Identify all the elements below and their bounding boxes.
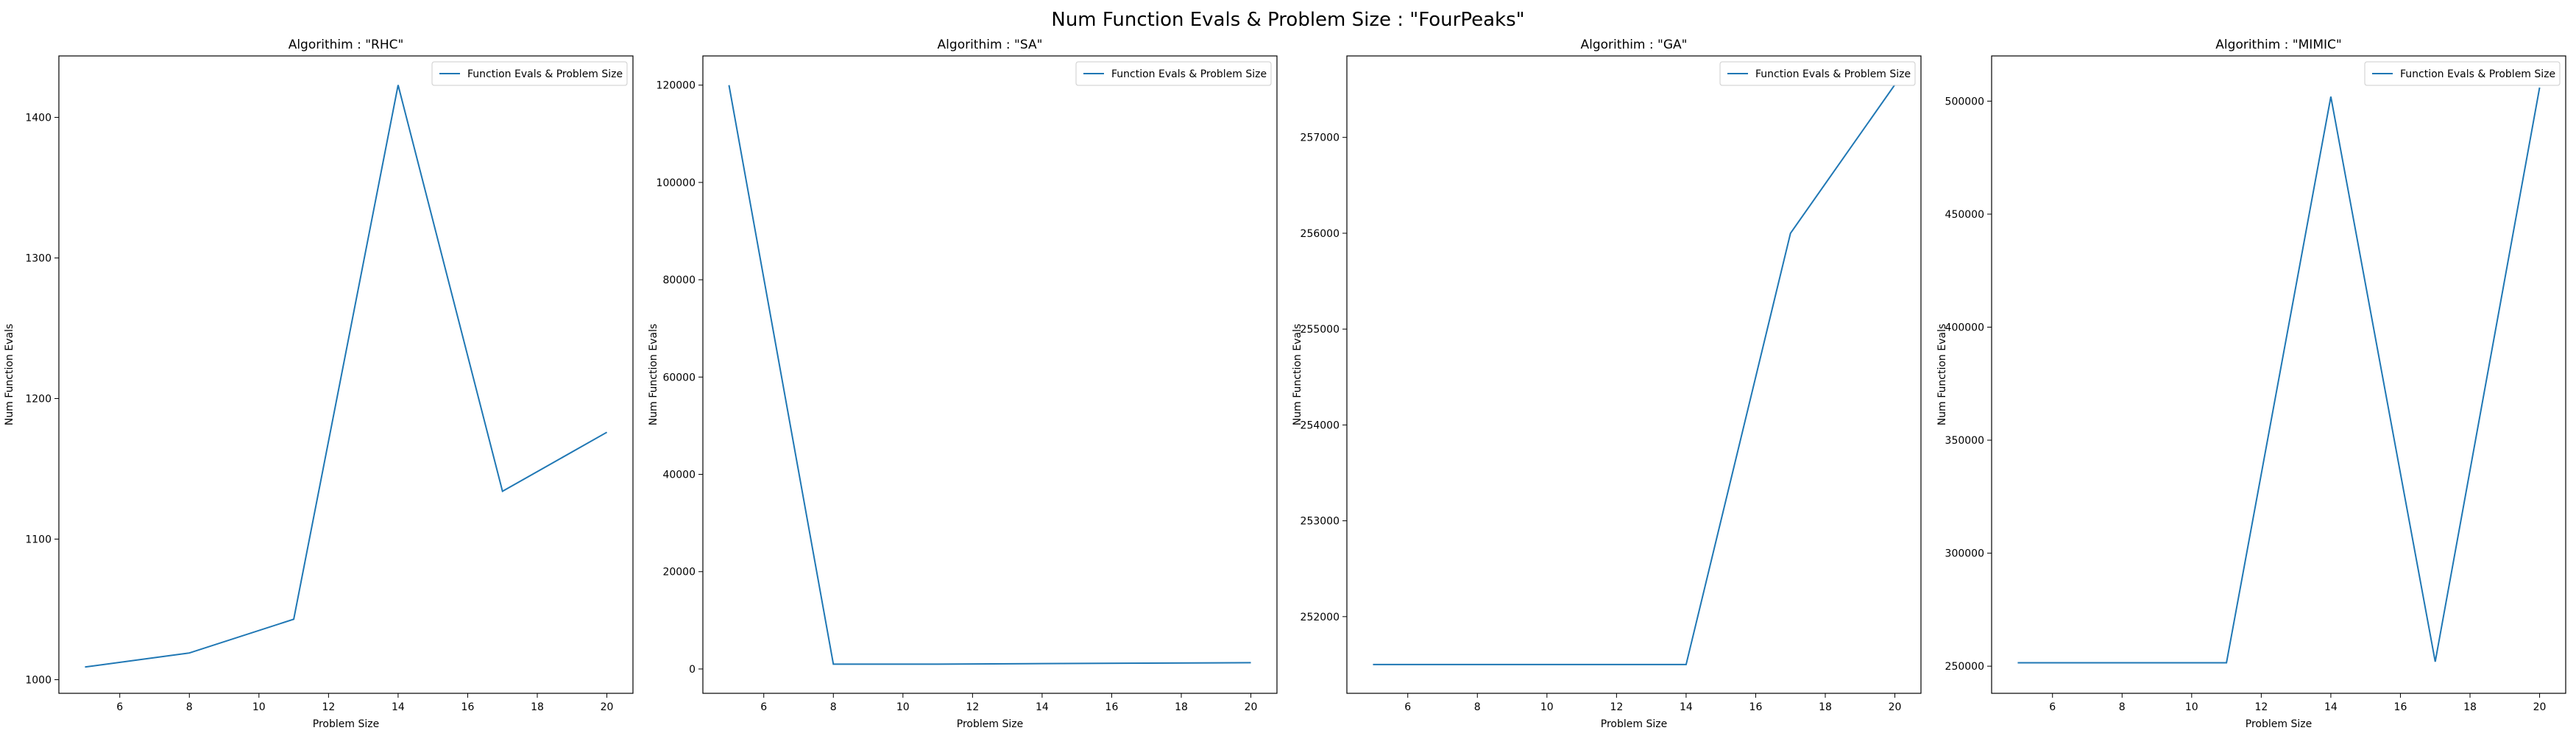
subplot-title: Algorithim : "RHC": [289, 38, 404, 52]
y-tick-label: 300000: [1945, 548, 1984, 560]
y-tick-label: 252000: [1301, 612, 1340, 623]
x-tick-label: 16: [2394, 701, 2407, 713]
y-tick-label: 1300: [25, 252, 52, 264]
x-tick-label: 14: [2324, 701, 2338, 713]
y-axis-label: Num Function Evals: [648, 324, 659, 425]
legend-box: [2364, 61, 2561, 86]
legend-label: Function Evals & Problem Size: [2400, 68, 2555, 80]
x-tick-label: 8: [2119, 701, 2126, 713]
figure-title: Num Function Evals & Problem Size : "Fou…: [1051, 9, 1525, 31]
y-tick-label: 60000: [662, 372, 696, 383]
legend-label: Function Evals & Problem Size: [467, 68, 623, 80]
legend: Function Evals & Problem Size: [1719, 61, 1916, 86]
x-axis-label: Problem Size: [313, 718, 379, 730]
subplot-sa: Algorithim : "SA" 6 8 10 12 14 16 18 20 0 20000 400…: [648, 38, 1278, 730]
x-tick-label: 16: [461, 701, 475, 713]
subplot-title: Algorithim : "GA": [1581, 38, 1688, 52]
y-tick-label: 350000: [1945, 435, 1984, 447]
x-tick-label: 16: [1749, 701, 1763, 713]
y-tick-label: 256000: [1301, 228, 1340, 240]
y-tick-label: 400000: [1945, 322, 1984, 334]
x-tick-label: 6: [2049, 701, 2056, 713]
y-axis-label: Num Function Evals: [1936, 324, 1948, 425]
plot-area-frame: [702, 55, 1278, 694]
subplot-title: Algorithim : "SA": [938, 38, 1043, 52]
x-tick-label: 18: [1175, 701, 1188, 713]
x-tick-label: 8: [1474, 701, 1481, 713]
y-tick-label: 120000: [657, 80, 696, 92]
y-tick-label: 0: [689, 664, 696, 676]
x-tick-label: 10: [2185, 701, 2198, 713]
y-tick-label: 254000: [1301, 420, 1340, 431]
x-tick-label: 12: [1610, 701, 1623, 713]
x-axis-label: Problem Size: [957, 718, 1023, 730]
y-tick-label: 500000: [1945, 96, 1984, 107]
subplot-title: Algorithim : "MIMIC": [2215, 38, 2341, 52]
y-tick-label: 1400: [25, 112, 52, 124]
y-tick-label: 1200: [25, 393, 52, 405]
subplot-ga: Algorithim : "GA" 6 8 10 12 14 16 18 20 252000 253…: [1292, 38, 1922, 730]
x-tick-label: 20: [2533, 701, 2547, 713]
x-tick-label: 8: [830, 701, 837, 713]
plot-area-frame: [58, 55, 634, 694]
legend-box: [1075, 61, 1272, 86]
x-tick-label: 14: [1680, 701, 1693, 713]
y-axis-label: Num Function Evals: [1292, 324, 1303, 425]
y-tick-label: 250000: [1945, 661, 1984, 673]
legend: Function Evals & Problem Size: [1075, 61, 1272, 86]
x-tick-label: 12: [966, 701, 979, 713]
subplot-mimic: Algorithim : "MIMIC" 6 8 10 12 14 16 18 20 250000…: [1936, 38, 2566, 730]
series-line: [1373, 84, 1896, 665]
x-tick-label: 20: [1889, 701, 1902, 713]
x-axis-label: Problem Size: [2246, 718, 2312, 730]
x-tick-label: 18: [1819, 701, 1832, 713]
y-tick-label: 100000: [657, 177, 696, 189]
legend-box: [431, 61, 628, 86]
x-tick-label: 16: [1105, 701, 1119, 713]
x-tick-label: 12: [322, 701, 335, 713]
legend: Function Evals & Problem Size: [431, 61, 628, 86]
x-tick-label: 14: [1036, 701, 1049, 713]
y-tick-label: 80000: [662, 275, 696, 286]
y-tick-label: 255000: [1301, 324, 1340, 336]
y-tick-label: 1000: [25, 674, 52, 686]
plot-area-frame: [1991, 55, 2566, 694]
x-tick-label: 12: [2254, 701, 2268, 713]
series-line: [728, 85, 1251, 665]
x-tick-label: 8: [186, 701, 193, 713]
x-tick-label: 6: [1404, 701, 1411, 713]
x-tick-label: 20: [1245, 701, 1258, 713]
series-line: [2017, 87, 2541, 664]
y-tick-label: 20000: [662, 567, 696, 578]
x-axis-label: Problem Size: [1601, 718, 1667, 730]
x-tick-label: 14: [392, 701, 405, 713]
x-tick-label: 18: [531, 701, 544, 713]
x-tick-label: 6: [760, 701, 767, 713]
x-tick-label: 10: [252, 701, 266, 713]
legend-label: Function Evals & Problem Size: [1111, 68, 1267, 80]
x-tick-label: 10: [1540, 701, 1554, 713]
plot-area-frame: [1346, 55, 1922, 694]
y-tick-label: 40000: [662, 470, 696, 481]
x-tick-label: 18: [2463, 701, 2477, 713]
x-tick-label: 6: [116, 701, 123, 713]
y-tick-label: 257000: [1301, 132, 1340, 144]
y-tick-label: 450000: [1945, 209, 1984, 221]
legend-box: [1719, 61, 1916, 86]
y-axis-label: Num Function Evals: [4, 324, 15, 425]
series-line: [85, 85, 608, 668]
legend: Function Evals & Problem Size: [2364, 61, 2561, 86]
subplot-rhc: Algorithim : "RHC" 6 8 10 12 14 16 18 20 1000 1100…: [4, 38, 634, 730]
y-tick-label: 1100: [25, 534, 52, 545]
x-tick-label: 10: [896, 701, 910, 713]
legend-label: Function Evals & Problem Size: [1755, 68, 1911, 80]
y-tick-label: 253000: [1301, 516, 1340, 528]
x-tick-label: 20: [601, 701, 614, 713]
